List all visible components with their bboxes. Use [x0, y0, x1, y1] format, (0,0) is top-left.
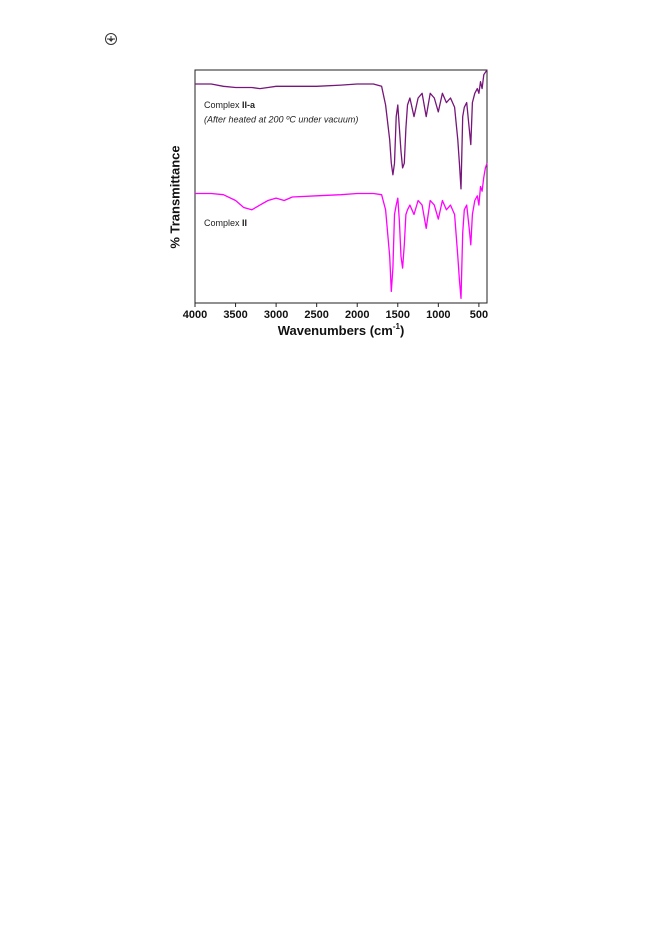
x-tick-label: 3500: [223, 309, 247, 321]
annotation: Complex II: [204, 218, 247, 228]
annotation: Complex II-a: [204, 100, 256, 110]
annotation-bold: II-a: [242, 100, 256, 110]
spectrum-line: [195, 162, 488, 299]
x-axis-label: Wavenumbers (cm-1): [278, 322, 405, 338]
x-tick-label: 2500: [304, 309, 328, 321]
y-axis-label: % Transmittance: [167, 145, 182, 248]
x-label-text: Wavenumbers (cm: [278, 323, 393, 338]
x-label-end: ): [400, 323, 404, 338]
annotation-bold: II: [242, 218, 247, 228]
annotation-text: Complex: [204, 218, 242, 228]
x-tick-label: 3000: [264, 309, 288, 321]
x-label-sup: -1: [393, 322, 401, 331]
x-tick-label: 2000: [345, 309, 369, 321]
plot-frame: [194, 69, 488, 304]
annotation-note: (After heated at 200 ºC under vacuum): [204, 114, 358, 124]
spectrum-line: [195, 69, 488, 190]
x-tick-label: 1500: [386, 309, 410, 321]
page-icon: [105, 33, 117, 45]
x-tick-label: 1000: [426, 309, 450, 321]
x-tick-label: 500: [470, 309, 488, 321]
plot: 4000 3500 3000 2500 2000 1500 1000 500: [183, 69, 488, 321]
x-tick-label: 4000: [183, 309, 207, 321]
annotation-text: Complex: [204, 100, 242, 110]
